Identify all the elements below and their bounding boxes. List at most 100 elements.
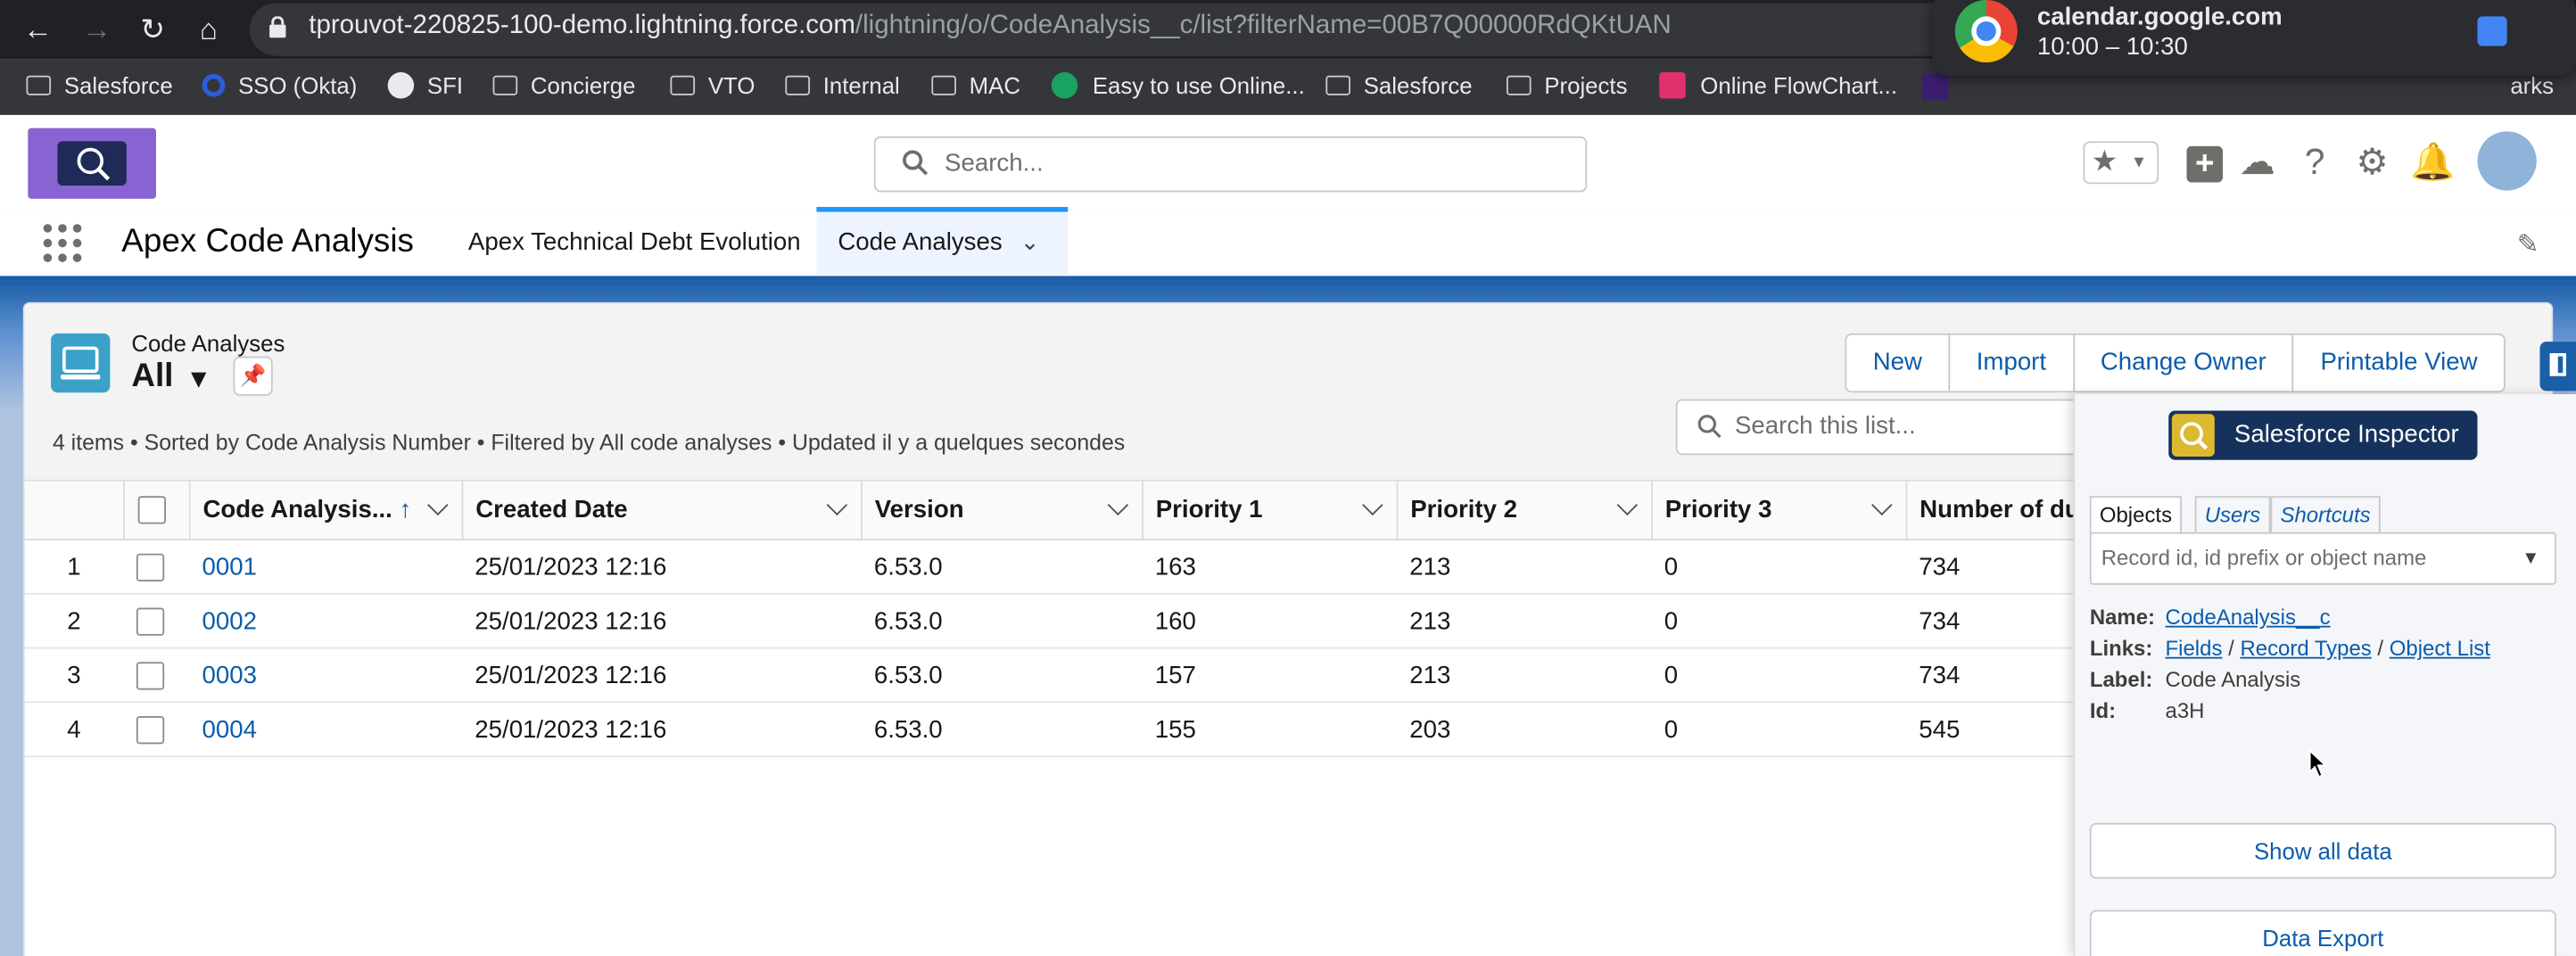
add-icon[interactable]: + xyxy=(2185,143,2225,183)
new-button[interactable]: New xyxy=(1845,333,1951,393)
tab-apex-technical-debt-evolution[interactable]: Apex Technical Debt Evolution xyxy=(467,228,801,257)
bookmark-label: Salesforce xyxy=(63,72,173,99)
column-header-priority-1[interactable]: Priority 1 xyxy=(1142,481,1398,540)
printable-view-button[interactable]: Printable View xyxy=(2292,333,2506,393)
bookmark-icon[interactable] xyxy=(1921,73,1949,101)
chevron-down-icon[interactable] xyxy=(1870,494,1892,516)
chevron-down-icon[interactable]: ▼ xyxy=(2522,548,2540,569)
show-all-data-button[interactable]: Show all data xyxy=(2089,822,2556,879)
list-view-name[interactable]: All xyxy=(131,358,174,395)
chevron-down-icon[interactable] xyxy=(1615,494,1638,516)
org-logo[interactable] xyxy=(28,128,156,199)
inspector-title-text: Salesforce Inspector xyxy=(2233,420,2459,449)
inspector-logo-icon xyxy=(2171,414,2215,457)
bookmarks-overflow[interactable]: arks xyxy=(2510,72,2554,98)
column-header-version[interactable]: Version xyxy=(861,481,1143,540)
bookmark-label: Projects xyxy=(1544,72,1628,99)
gear-icon[interactable]: ⚙ xyxy=(2356,141,2389,183)
version-cell: 6.53.0 xyxy=(861,647,1143,704)
column-header-priority-3[interactable]: Priority 3 xyxy=(1651,481,1907,540)
bookmark-internal[interactable]: Internal xyxy=(785,72,900,99)
object-search-input[interactable]: Record id, id prefix or object name ▼ xyxy=(2089,532,2556,585)
chevron-down-icon[interactable] xyxy=(825,494,847,516)
inspector-tab-shortcuts[interactable]: Shortcuts xyxy=(2270,496,2381,536)
row-checkbox[interactable] xyxy=(136,553,165,581)
s-logo-icon xyxy=(1051,72,1078,99)
inspector-toggle[interactable] xyxy=(2539,342,2576,391)
bookmark-mac[interactable]: MAC xyxy=(931,72,1021,99)
inspector-tab-objects[interactable]: Objects xyxy=(2089,496,2183,536)
view-switcher-icon[interactable]: ▼ xyxy=(186,366,212,395)
column-header-priority-2[interactable]: Priority 2 xyxy=(1396,481,1652,540)
bookmark-label: Easy to use Online... xyxy=(1092,72,1305,99)
forward-icon[interactable]: → xyxy=(82,12,112,46)
tab-code-analyses[interactable]: Code Analyses ⌄ xyxy=(816,207,1069,276)
bookmark-flowchart[interactable]: Online FlowChart... xyxy=(1659,72,1897,99)
edit-nav-icon[interactable]: ✎ xyxy=(2516,231,2539,260)
avatar[interactable] xyxy=(2477,131,2537,191)
trailhead-icon[interactable]: ☁ xyxy=(2239,141,2275,183)
priority-1-cell: 163 xyxy=(1142,540,1397,595)
bookmark-label: VTO xyxy=(707,72,755,99)
panel-icon xyxy=(2549,352,2566,376)
row-checkbox[interactable] xyxy=(136,715,165,744)
okta-icon xyxy=(202,73,226,97)
chevron-down-icon[interactable] xyxy=(426,494,448,516)
bookmark-salesforce[interactable]: Salesforce xyxy=(26,72,173,99)
object-name-link[interactable]: CodeAnalysis__c xyxy=(2165,604,2331,630)
record-link[interactable]: 0001 xyxy=(202,552,258,581)
object-list-link[interactable]: Object List xyxy=(2389,635,2490,661)
field-label: Links: xyxy=(2089,635,2153,661)
bookmark-label: SFI xyxy=(426,72,463,99)
object-icon xyxy=(51,333,111,393)
column-label: Priority 2 xyxy=(1410,496,1517,524)
bell-icon[interactable]: 🔔 xyxy=(2409,141,2456,183)
search-icon xyxy=(902,150,929,185)
bookmark-projects[interactable]: Projects xyxy=(1506,72,1628,99)
pin-icon[interactable]: 📌 xyxy=(233,356,273,396)
inspector-tab-users[interactable]: Users xyxy=(2194,496,2271,536)
list-search-input[interactable]: Search this list... xyxy=(1675,399,2103,456)
inspector-label-row: Label: Code Analysis xyxy=(2090,667,2300,692)
bookmark-easy-to-use[interactable]: Easy to use Online... xyxy=(1051,72,1305,99)
fields-link[interactable]: Fields xyxy=(2165,635,2223,661)
global-search-input[interactable]: Search... xyxy=(873,136,1588,193)
back-icon[interactable]: ← xyxy=(22,12,53,46)
favorites-button[interactable]: ★ ▾ xyxy=(2083,141,2159,185)
row-checkbox[interactable] xyxy=(136,607,165,636)
list-actions: New Import Change Owner Printable View xyxy=(1845,333,2506,393)
object-id-value: a3H xyxy=(2165,697,2205,723)
bookmark-concierge[interactable]: Concierge xyxy=(492,72,635,99)
help-icon[interactable]: ? xyxy=(2304,141,2325,183)
reload-icon[interactable]: ↻ xyxy=(140,12,166,46)
change-owner-button[interactable]: Change Owner xyxy=(2072,333,2295,393)
bookmark-salesforce-2[interactable]: Salesforce xyxy=(1325,72,1473,99)
chevron-down-icon[interactable]: ⌄ xyxy=(1020,228,1040,255)
bookmark-vto[interactable]: VTO xyxy=(670,72,755,99)
bookmark-sso[interactable]: SSO (Okta) xyxy=(202,72,358,99)
bookmark-label: MAC xyxy=(969,72,1021,99)
priority-2-cell: 213 xyxy=(1396,593,1652,649)
record-link[interactable]: 0004 xyxy=(202,715,258,744)
data-export-button[interactable]: Data Export xyxy=(2089,910,2556,956)
column-header-created-date[interactable]: Created Date xyxy=(461,481,863,540)
record-types-link[interactable]: Record Types xyxy=(2240,635,2372,661)
address-bar[interactable] xyxy=(249,3,1959,56)
record-link[interactable]: 0003 xyxy=(202,661,258,689)
import-button[interactable]: Import xyxy=(1948,333,2075,393)
record-link[interactable]: 0002 xyxy=(202,606,258,635)
chevron-down-icon[interactable] xyxy=(1361,494,1383,516)
home-icon[interactable]: ⌂ xyxy=(199,12,218,46)
global-header: Search... ★ ▾ + ☁ ? ⚙ 🔔 xyxy=(0,114,2576,210)
bookmark-label: SSO (Okta) xyxy=(238,72,358,99)
bookmark-sfi[interactable]: SFI xyxy=(387,72,463,99)
row-checkbox[interactable] xyxy=(136,661,165,690)
inspector-title: Salesforce Inspector xyxy=(2168,410,2478,460)
column-header-code-analysis[interactable]: Code Analysis... ↑ xyxy=(188,481,463,540)
calendar-notification[interactable]: calendar.google.com 10:00 – 10:30 xyxy=(1932,0,2576,76)
chevron-down-icon[interactable] xyxy=(1106,494,1128,516)
notification-title: calendar.google.com xyxy=(2036,3,2283,31)
select-all-checkbox[interactable] xyxy=(136,496,166,525)
salesforce-inspector-panel: Salesforce Inspector Objects Users Short… xyxy=(2073,394,2576,956)
app-launcher-icon[interactable] xyxy=(43,223,82,262)
